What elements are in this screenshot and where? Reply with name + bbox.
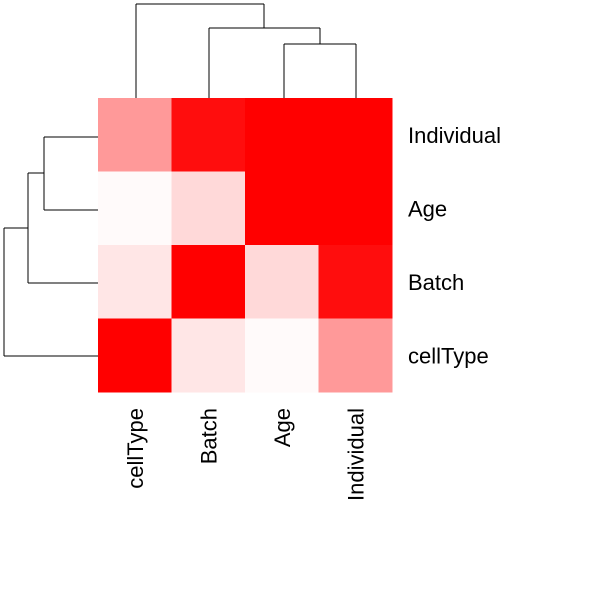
heatmap-cell-Individual-Batch (171, 98, 246, 172)
column-dendrogram (135, 3, 357, 98)
heatmap-cell-cellType-Batch (171, 318, 246, 393)
column-label: Batch (196, 408, 221, 464)
heatmap-cell-Batch-Individual (318, 245, 393, 319)
row-label: Individual (408, 123, 501, 148)
heatmap-cell-Individual-Age (245, 98, 319, 172)
column-label: cellType (123, 408, 148, 489)
column-label: Individual (343, 408, 368, 501)
heatmap-cell-Age-Age (245, 171, 319, 246)
row-labels: Individual Age Batch cellType (408, 123, 501, 369)
heatmap-cell-cellType-Individual (318, 318, 393, 393)
heatmap-cell-Individual-Individual (318, 98, 393, 172)
heatmap-cell-Batch-cellType (98, 245, 172, 319)
heatmap-cell-cellType-cellType (98, 318, 172, 393)
row-label: Batch (408, 270, 464, 295)
heatmap-cell-Age-Individual (318, 171, 393, 246)
row-label: Age (408, 196, 447, 221)
heatmap-cell-Batch-Age (245, 245, 319, 319)
heatmap-cell-Age-cellType (98, 171, 172, 246)
column-label: Age (270, 408, 295, 447)
heatmap-cell-cellType-Age (245, 318, 319, 393)
heatmap-cells (98, 98, 393, 393)
row-dendrogram (3, 136, 98, 357)
heatmap-cell-Batch-Batch (171, 245, 246, 319)
heatmap-cell-Age-Batch (171, 171, 246, 246)
heatmap-cell-Individual-cellType (98, 98, 172, 172)
column-labels: cellType Batch Age Individual (123, 408, 369, 501)
row-label: cellType (408, 343, 489, 368)
